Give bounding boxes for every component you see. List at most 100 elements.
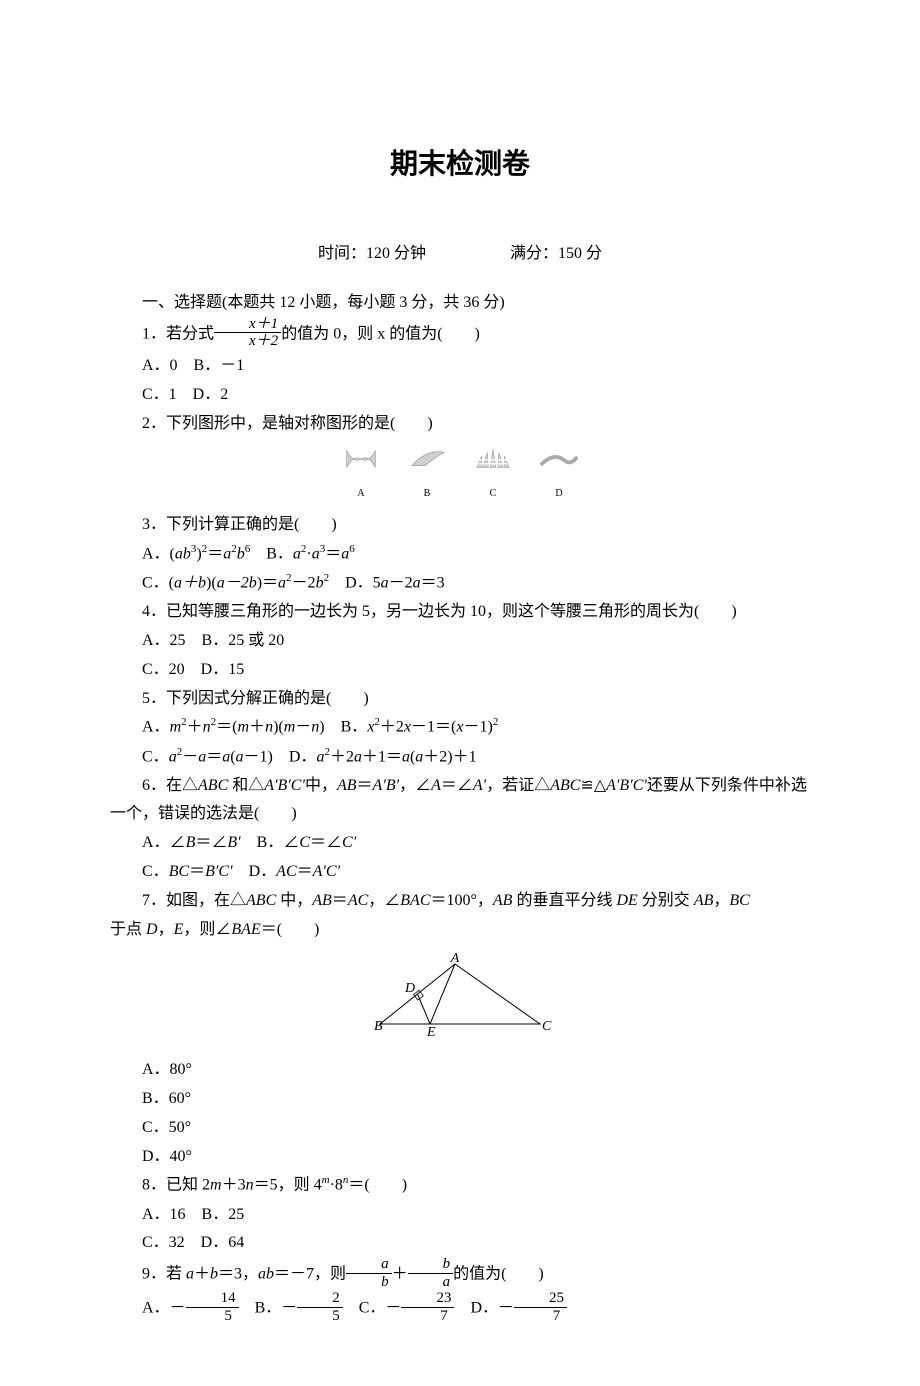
- q6: 6．在△ABC 和△A′B′C′中，AB＝A′B′，∠A＝∠A′，若证△ABC≌…: [110, 772, 810, 830]
- t: b: [210, 1266, 218, 1283]
- t: n: [246, 1177, 254, 1194]
- t: m: [210, 1177, 222, 1194]
- t: ＝( ): [348, 1177, 407, 1194]
- t: a: [413, 574, 421, 591]
- t: 的值为( ): [453, 1266, 544, 1283]
- t: 于点: [110, 921, 146, 938]
- logo-d: D: [540, 446, 578, 503]
- t: a: [408, 1274, 454, 1291]
- t: 6．在△: [142, 777, 198, 794]
- t: ＝∠: [441, 777, 473, 794]
- fD: 257: [514, 1290, 567, 1324]
- t: 9．若: [142, 1266, 186, 1283]
- t: m: [322, 1174, 330, 1186]
- q6-opts-b: C．BC＝B′C′ D．AC＝A′C′: [110, 858, 810, 887]
- t: ＝( ): [261, 921, 320, 938]
- q4: 4．已知等腰三角形的一边长为 5，另一边长为 10，则这个等腰三角形的周长为( …: [110, 598, 810, 627]
- t: A．(: [142, 545, 175, 562]
- t: a: [278, 574, 286, 591]
- t: AB: [312, 892, 332, 909]
- q2-logos: A B C D: [110, 446, 810, 503]
- q6-opts-a: A．∠B＝∠B′ B．∠C＝∠C′: [110, 829, 810, 858]
- t: ＝3: [421, 574, 445, 591]
- t: AB: [493, 892, 513, 909]
- t: ，∠: [368, 892, 400, 909]
- q1-den: x＋2: [214, 333, 281, 350]
- t: E: [174, 921, 184, 938]
- t: BAC: [400, 892, 430, 909]
- fB: 25: [297, 1290, 343, 1324]
- fA: 145: [186, 1290, 239, 1324]
- t: ab: [258, 1266, 274, 1283]
- t: a: [312, 545, 320, 562]
- svg-text:D: D: [404, 981, 415, 996]
- q9: 9．若 a＋b＝3，ab＝－7，则ab＋ba的值为( ): [110, 1258, 810, 1292]
- q9-f2: ba: [408, 1256, 454, 1290]
- t: 5: [297, 1308, 343, 1325]
- q7: 7．如图，在△ABC 中，AB＝AC，∠BAC＝100°，AB 的垂直平分线 D…: [110, 887, 810, 916]
- q7-figure: A B C D E: [110, 952, 810, 1048]
- t: 7: [401, 1308, 454, 1325]
- t: ，若证△: [486, 777, 550, 794]
- page-title: 期末检测卷: [110, 140, 810, 190]
- q1-frac: x＋1x＋2: [214, 316, 281, 350]
- fC: 237: [401, 1290, 454, 1324]
- t: ＝: [325, 545, 341, 562]
- q7-opt-a: A．80°: [110, 1056, 810, 1085]
- q7-opt-c: C．50°: [110, 1114, 810, 1143]
- t: ·8: [330, 1177, 343, 1194]
- t: 中，: [305, 777, 337, 794]
- t: ＝5，则 4: [254, 1177, 322, 1194]
- q7-line2: 于点 D，E，则∠BAE＝( ): [110, 916, 810, 945]
- t: ABC: [198, 777, 228, 794]
- t: b: [346, 1274, 392, 1291]
- q8-opts-a: A．16 B．25: [110, 1201, 810, 1230]
- t: 14: [186, 1290, 239, 1308]
- t: B．: [250, 545, 293, 562]
- t: 7．如图，在△: [142, 892, 246, 909]
- t: 8．已知 2: [142, 1177, 210, 1194]
- svg-text:C: C: [542, 1019, 552, 1034]
- q5: 5．下列因式分解正确的是( ): [110, 685, 810, 714]
- t: a－2b: [217, 574, 257, 591]
- t: ＝: [357, 777, 373, 794]
- t: C．(: [142, 574, 174, 591]
- score-label: 满分：150 分: [510, 240, 602, 269]
- t: 2: [297, 1290, 343, 1308]
- svg-text:A: A: [450, 952, 460, 966]
- q9-opts: A．－145 B．－25 C．－237 D．－257: [110, 1292, 810, 1326]
- time-label: 时间：120 分钟: [318, 240, 426, 269]
- logo-d-icon: [540, 446, 578, 472]
- q1-pre: 1．若分式: [142, 326, 214, 343]
- t: a＋b: [174, 574, 206, 591]
- logo-b-icon: [408, 446, 446, 472]
- t: D: [146, 921, 158, 938]
- triangle-icon: A B C D E: [360, 952, 560, 1037]
- t: a: [381, 574, 389, 591]
- t: ab: [175, 545, 191, 562]
- logo-b-label: B: [408, 485, 446, 503]
- t: D．5: [329, 574, 381, 591]
- t: a: [346, 1256, 392, 1274]
- t: B．－: [239, 1300, 298, 1317]
- logo-b: B: [408, 446, 446, 503]
- t: AB: [337, 777, 357, 794]
- t: 23: [401, 1290, 454, 1308]
- svg-text:B: B: [374, 1019, 383, 1034]
- q1: 1．若分式x＋1x＋2的值为 0，则 x 的值为( ): [110, 318, 810, 352]
- t: ＋3: [222, 1177, 246, 1194]
- t: ，: [713, 892, 729, 909]
- logo-a-icon: [342, 446, 380, 472]
- t: )＝: [257, 574, 278, 591]
- t: ，则∠: [183, 921, 231, 938]
- t: b: [408, 1256, 454, 1274]
- logo-c-label: C: [474, 485, 512, 503]
- q9-f1: ab: [346, 1256, 392, 1290]
- q7-opt-d: D．40°: [110, 1143, 810, 1172]
- t: ＝: [332, 892, 348, 909]
- t: A′B′: [373, 777, 400, 794]
- logo-a-label: A: [342, 485, 380, 503]
- t: DE: [616, 892, 637, 909]
- t: ，∠: [399, 777, 431, 794]
- t: A: [431, 777, 441, 794]
